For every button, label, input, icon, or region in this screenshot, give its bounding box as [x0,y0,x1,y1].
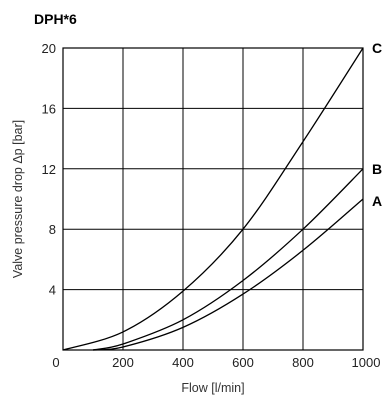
x-tick-label: 1000 [352,355,381,370]
y-tick-label: 4 [49,283,56,298]
chart-title: DPH*6 [34,11,77,27]
x-tick-label: 600 [232,355,254,370]
x-axis-label: Flow [l/min] [181,381,244,395]
x-tick-labels: 0 200 400 600 800 1000 [52,355,380,370]
series-label-B: B [372,161,382,177]
y-tick-label: 16 [42,101,56,116]
series-line-B [92,168,364,351]
series-line-A [92,198,364,351]
series-line-C [62,47,364,351]
series-labels: C BA [372,40,382,209]
x-tick-label: 800 [292,355,314,370]
grid-lines [63,48,363,350]
x-tick-label: 0 [52,355,59,370]
x-tick-label: 200 [112,355,134,370]
y-tick-label: 12 [42,162,56,177]
y-tick-labels: 4 8 12 16 20 [42,41,56,298]
x-tick-label: 400 [172,355,194,370]
y-tick-label: 20 [42,41,56,56]
series-curves [62,47,364,351]
y-tick-label: 8 [49,222,56,237]
series-label-A: A [372,193,382,209]
series-label-C: C [372,40,382,56]
plot-frame [62,47,364,351]
y-axis-label: Valve pressure drop Δp [bar] [11,120,25,278]
